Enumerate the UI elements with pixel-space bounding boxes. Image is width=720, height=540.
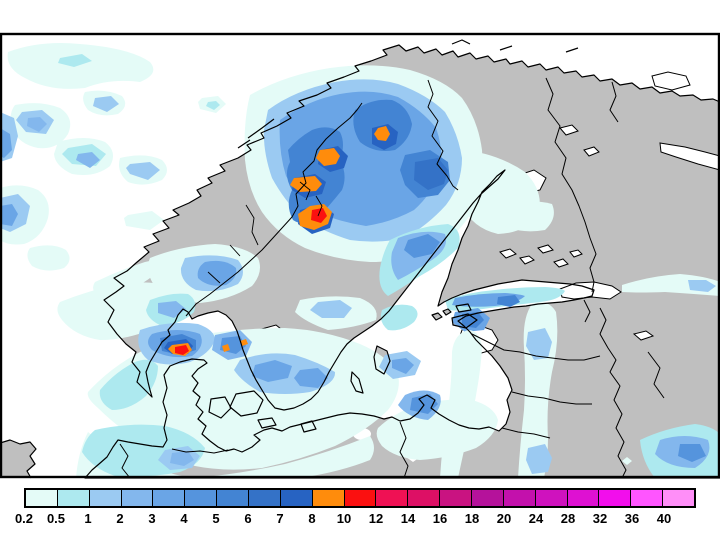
colorbar-tick-label: 4 (180, 511, 188, 526)
colorbar-segment (88, 490, 121, 506)
map-frame (0, 32, 720, 479)
colorbar-segment (407, 490, 440, 506)
rivers-layer (207, 181, 323, 284)
colorbar-tick-label: 16 (432, 511, 448, 526)
colorbar-segment (375, 490, 408, 506)
colorbar-tick-label: 5 (212, 511, 220, 526)
colorbar-segment (248, 490, 280, 506)
colorbar-tick-label: 14 (400, 511, 416, 526)
colorbar-tick-label: 32 (592, 511, 608, 526)
colorbar-segment (439, 490, 472, 506)
colorbar-tick-label: 24 (528, 511, 544, 526)
colorbar-segment (343, 490, 376, 506)
colorbar-segment (534, 490, 567, 506)
colorbar-segment (184, 490, 217, 506)
colorbar-segment (471, 490, 503, 506)
colorbar-tick-label: 40 (656, 511, 672, 526)
colorbar-segment (311, 490, 344, 506)
colorbar-tick-label: 20 (496, 511, 512, 526)
colorbar-tick-label: 18 (464, 511, 480, 526)
colorbar-segment (216, 490, 249, 506)
colorbar-segment (26, 490, 57, 506)
colorbar-segment (152, 490, 185, 506)
colorbar-tick-label: 36 (624, 511, 640, 526)
colorbar-segment (598, 490, 631, 506)
weather-map-svg (0, 32, 720, 479)
colorbar-tick-label: 12 (368, 511, 384, 526)
colorbar-tick-label: 1 (84, 511, 92, 526)
colorbar-tick-label: 7 (276, 511, 284, 526)
colorbar-segment (662, 490, 695, 506)
colorbar-segment (566, 490, 599, 506)
colorbar-tick-label: 0.5 (46, 511, 66, 526)
precip-layer (0, 43, 720, 478)
colorbar-tick-label: 6 (244, 511, 252, 526)
map-area (0, 32, 720, 479)
colorbar-segment (56, 490, 89, 506)
colorbar-tick-label: 2 (116, 511, 124, 526)
borders-layer (119, 77, 665, 479)
colorbar-tick-label: 8 (308, 511, 316, 526)
colorbar-segment (630, 490, 663, 506)
colorbar-tick-label: 3 (148, 511, 156, 526)
colorbar-segment (502, 490, 535, 506)
colorbar-segment (120, 490, 153, 506)
coastline-layer (0, 39, 720, 479)
colorbar-tick-label: 10 (336, 511, 352, 526)
colorbar-segment (279, 490, 312, 506)
colorbar-tick-label: 0.2 (14, 511, 34, 526)
colorbar-tick-label: 28 (560, 511, 576, 526)
colorbar (24, 488, 696, 508)
